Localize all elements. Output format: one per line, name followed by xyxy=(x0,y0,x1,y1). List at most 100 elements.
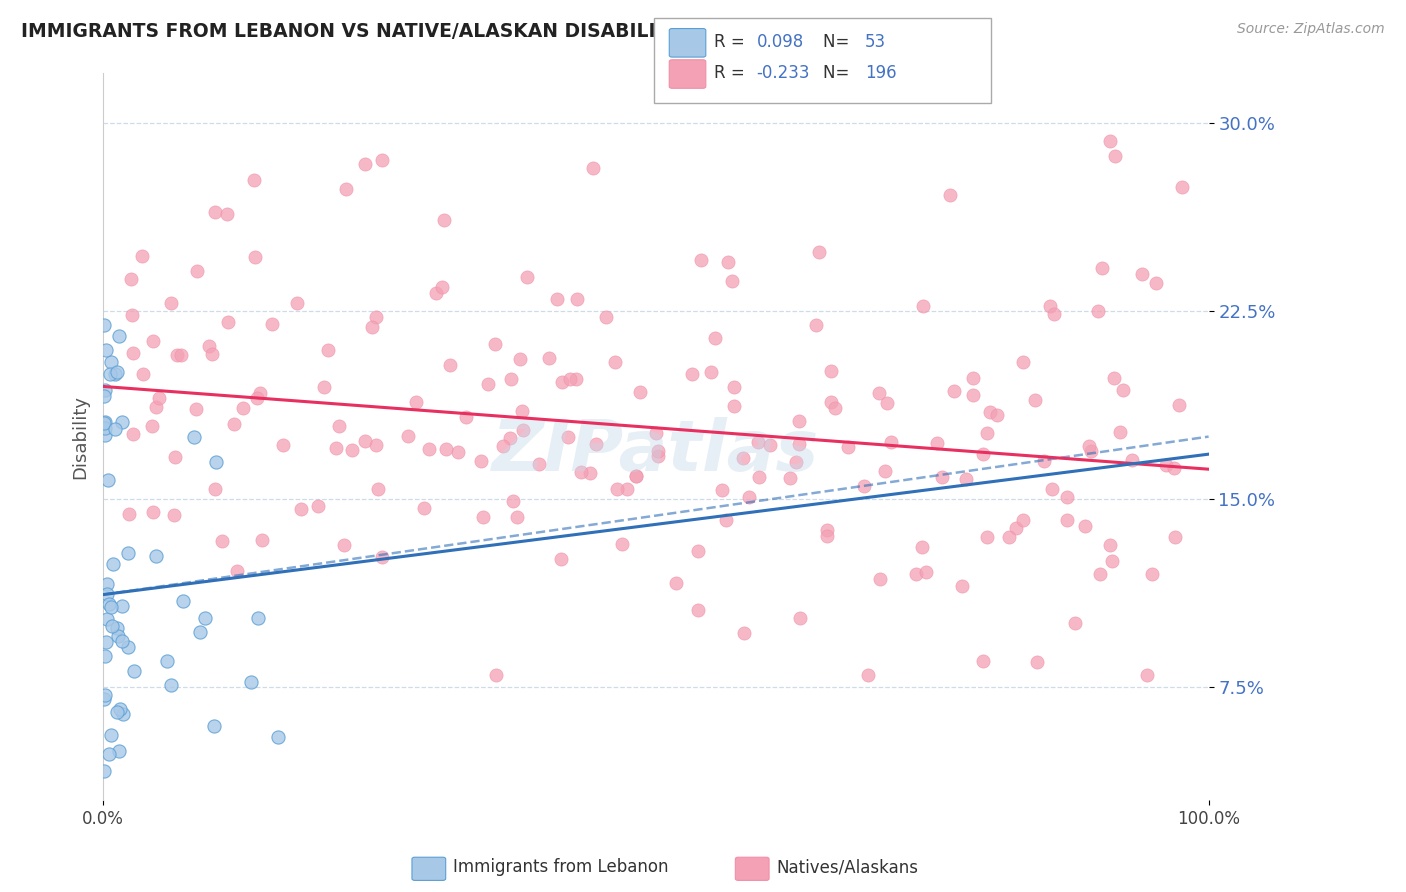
Point xyxy=(366,438,388,452)
Point xyxy=(502,493,524,508)
Point xyxy=(1026,656,1049,670)
Point xyxy=(100,600,122,615)
Point xyxy=(361,320,384,334)
Point xyxy=(506,510,529,524)
Point xyxy=(111,415,134,429)
Point xyxy=(215,207,238,221)
Point xyxy=(869,573,891,587)
Point xyxy=(856,668,879,682)
Point xyxy=(509,352,531,367)
Point xyxy=(250,533,273,547)
Point xyxy=(1087,303,1109,318)
Point xyxy=(121,308,143,322)
Text: IMMIGRANTS FROM LEBANON VS NATIVE/ALASKAN DISABILITY CORRELATION CHART: IMMIGRANTS FROM LEBANON VS NATIVE/ALASKA… xyxy=(21,22,914,41)
Point xyxy=(723,399,745,413)
Text: 196: 196 xyxy=(865,64,896,82)
Point xyxy=(904,567,927,582)
Point xyxy=(1080,444,1102,458)
Point xyxy=(787,414,810,428)
Point xyxy=(721,274,744,288)
Point xyxy=(97,747,120,762)
Point xyxy=(142,505,165,519)
Point xyxy=(927,435,949,450)
Point xyxy=(156,654,179,668)
Text: Natives/Alaskans: Natives/Alaskans xyxy=(776,858,918,876)
Point xyxy=(688,544,710,558)
Point xyxy=(787,437,810,451)
Point xyxy=(1154,458,1177,472)
Text: Source: ZipAtlas.com: Source: ZipAtlas.com xyxy=(1237,22,1385,37)
Point xyxy=(1088,567,1111,582)
Point xyxy=(551,375,574,389)
Point xyxy=(96,343,118,357)
Point xyxy=(335,182,357,196)
Point xyxy=(93,389,115,403)
Point xyxy=(285,296,308,310)
Point xyxy=(1005,521,1028,535)
Point xyxy=(820,363,842,377)
Point xyxy=(690,252,713,267)
Point xyxy=(624,469,647,483)
Point xyxy=(94,421,117,435)
Point xyxy=(93,417,115,431)
Text: R =: R = xyxy=(714,64,751,82)
Text: N=: N= xyxy=(823,64,853,82)
Point xyxy=(1040,482,1063,496)
Point xyxy=(101,619,124,633)
Point xyxy=(1098,538,1121,552)
Point xyxy=(815,523,838,537)
Point xyxy=(120,271,142,285)
Text: Immigrants from Lebanon: Immigrants from Lebanon xyxy=(453,858,668,876)
Point xyxy=(172,593,194,607)
Point xyxy=(398,428,420,442)
Text: N=: N= xyxy=(823,33,853,51)
Point xyxy=(628,384,651,399)
Point xyxy=(94,635,117,649)
Point xyxy=(107,621,129,635)
Point xyxy=(217,315,239,329)
Text: ZIPatlas: ZIPatlas xyxy=(492,417,820,485)
Point xyxy=(1164,530,1187,544)
Point xyxy=(1109,425,1132,440)
Point xyxy=(699,365,721,379)
Point xyxy=(647,449,669,463)
Point xyxy=(94,427,117,442)
Point xyxy=(1121,453,1143,467)
Point xyxy=(911,540,934,554)
Point xyxy=(477,377,499,392)
Point xyxy=(962,388,984,402)
Point xyxy=(94,415,117,429)
Point xyxy=(405,395,427,409)
Point xyxy=(558,372,581,386)
Point xyxy=(605,354,627,368)
Point xyxy=(972,654,994,668)
Point xyxy=(512,424,534,438)
Point xyxy=(163,508,186,522)
Point xyxy=(117,546,139,560)
Point xyxy=(779,471,801,485)
Point xyxy=(108,701,131,715)
Point xyxy=(853,479,876,493)
Point xyxy=(998,530,1021,544)
Point xyxy=(316,343,339,358)
Point xyxy=(371,549,394,564)
Point xyxy=(249,385,271,400)
Point xyxy=(1168,398,1191,412)
Point xyxy=(1171,179,1194,194)
Point xyxy=(1077,439,1099,453)
Point xyxy=(112,706,135,721)
Point xyxy=(1112,383,1135,397)
Point xyxy=(366,310,388,324)
Point xyxy=(107,628,129,642)
Point xyxy=(665,576,688,591)
Point xyxy=(1132,268,1154,282)
Point xyxy=(105,705,128,719)
Point xyxy=(100,728,122,742)
Point xyxy=(371,153,394,168)
Point xyxy=(418,442,440,456)
Point xyxy=(579,466,602,480)
Point xyxy=(93,318,115,332)
Point xyxy=(564,372,586,386)
Point xyxy=(145,400,167,414)
Point xyxy=(166,348,188,362)
